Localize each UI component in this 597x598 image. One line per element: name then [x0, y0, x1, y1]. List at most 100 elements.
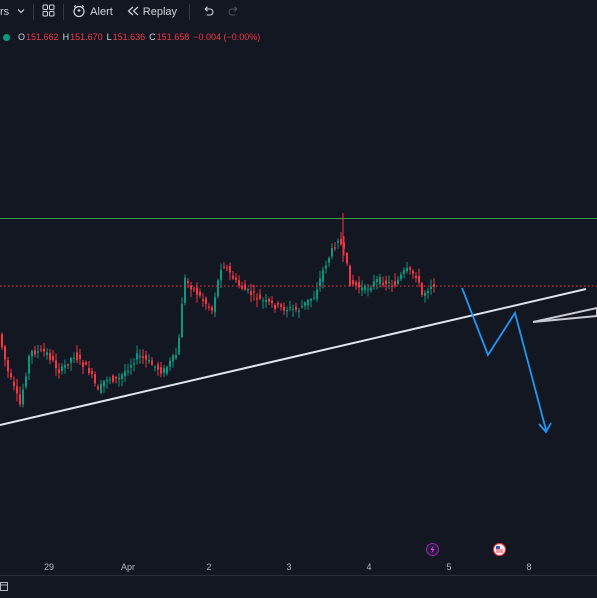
- candle-body: [91, 370, 93, 374]
- candle-body: [46, 352, 48, 356]
- candle-body: [430, 286, 432, 289]
- candle-body: [340, 238, 342, 245]
- grid-icon[interactable]: [42, 4, 55, 20]
- candle-body: [433, 284, 435, 287]
- candle-body: [361, 287, 363, 291]
- candle-body: [421, 283, 423, 295]
- candle-body: [283, 306, 285, 311]
- candle-body: [229, 266, 231, 273]
- undo-icon[interactable]: [202, 5, 214, 19]
- toolbar-divider: [189, 4, 191, 20]
- candle-body: [250, 291, 252, 296]
- candle-body: [7, 360, 9, 372]
- candle-body: [403, 270, 405, 274]
- arrow-head-icon: [538, 422, 552, 434]
- candle-body: [55, 360, 57, 369]
- candle-body: [1, 334, 3, 348]
- candle-body: [262, 300, 264, 302]
- candle-body: [64, 365, 66, 368]
- candle-body: [40, 349, 42, 351]
- wedge-drawing[interactable]: [532, 306, 597, 323]
- candle-body: [424, 292, 426, 296]
- candle-body: [388, 282, 390, 284]
- redo-icon[interactable]: [228, 5, 240, 19]
- candle-body: [253, 291, 255, 293]
- candle-body: [211, 307, 213, 311]
- candle-body: [274, 304, 276, 310]
- candle-body: [73, 357, 75, 359]
- time-tick: 5: [446, 562, 452, 572]
- alert-button[interactable]: Alert: [72, 1, 113, 23]
- candle-body: [184, 277, 186, 303]
- price-chart[interactable]: [0, 44, 597, 558]
- close-value: 151.658: [156, 32, 190, 42]
- candle-body: [121, 374, 123, 379]
- candle-body: [301, 306, 303, 308]
- candle-body: [313, 297, 315, 299]
- candle-body: [256, 298, 258, 300]
- candle-body: [187, 280, 189, 283]
- candle-body: [70, 358, 72, 363]
- candle-body: [31, 350, 33, 357]
- candle-body: [367, 288, 369, 290]
- candle-body: [325, 265, 327, 269]
- candle-body: [175, 355, 177, 359]
- candle-body: [427, 291, 429, 294]
- projection-path[interactable]: [461, 287, 547, 431]
- candle-body: [67, 364, 69, 366]
- time-tick: 2: [206, 562, 212, 572]
- candle-body: [4, 346, 6, 360]
- time-tick: 29: [43, 562, 55, 572]
- candle-body: [172, 355, 174, 362]
- indicators-button[interactable]: rs: [0, 1, 9, 23]
- candle-body: [157, 364, 159, 370]
- rewind-icon: [127, 6, 139, 19]
- candle-body: [358, 282, 360, 288]
- candle-body: [85, 362, 87, 365]
- candle-body: [115, 376, 117, 379]
- candle-body: [100, 383, 102, 393]
- time-axis[interactable]: 29 Apr 2 3 4 5 8: [0, 558, 597, 574]
- candle-body: [103, 380, 105, 387]
- time-tick: 3: [286, 562, 292, 572]
- calendar-icon[interactable]: [0, 581, 8, 595]
- candle-body: [385, 280, 387, 284]
- candle-body: [406, 267, 408, 272]
- candle-body: [58, 369, 60, 374]
- candle-body: [259, 294, 261, 299]
- candle-body: [178, 337, 180, 355]
- candle-body: [319, 278, 321, 287]
- candle-body: [370, 287, 372, 291]
- close-key: C: [149, 32, 156, 42]
- high-value: 151.670: [70, 32, 103, 42]
- lightning-icon[interactable]: [426, 543, 439, 556]
- candle-body: [322, 270, 324, 282]
- candle-body: [25, 376, 27, 387]
- candle-body: [196, 287, 198, 295]
- candle-body: [304, 302, 306, 306]
- candle-body: [337, 241, 339, 243]
- candle-body: [190, 285, 192, 290]
- status-dot: [3, 33, 10, 41]
- candle-body: [271, 300, 273, 304]
- chevron-down-icon[interactable]: [17, 6, 25, 18]
- candle-body: [160, 367, 162, 374]
- candle-body: [307, 299, 309, 306]
- candle-body: [19, 394, 21, 405]
- low-key: L: [106, 32, 112, 42]
- bottom-panel: [0, 575, 597, 598]
- candle-body: [220, 269, 222, 281]
- candle-body: [127, 370, 129, 372]
- candle-body: [79, 354, 81, 359]
- candle-body: [376, 278, 378, 283]
- candle-body: [238, 280, 240, 286]
- candle-body: [139, 355, 141, 358]
- us-flag-icon[interactable]: [492, 542, 507, 557]
- candle-body: [34, 350, 36, 355]
- candle-body: [334, 247, 336, 249]
- candle-body: [109, 379, 111, 381]
- candle-body: [232, 275, 234, 279]
- trendline[interactable]: [0, 288, 587, 426]
- replay-button[interactable]: Replay: [127, 1, 177, 23]
- candle-body: [133, 363, 135, 365]
